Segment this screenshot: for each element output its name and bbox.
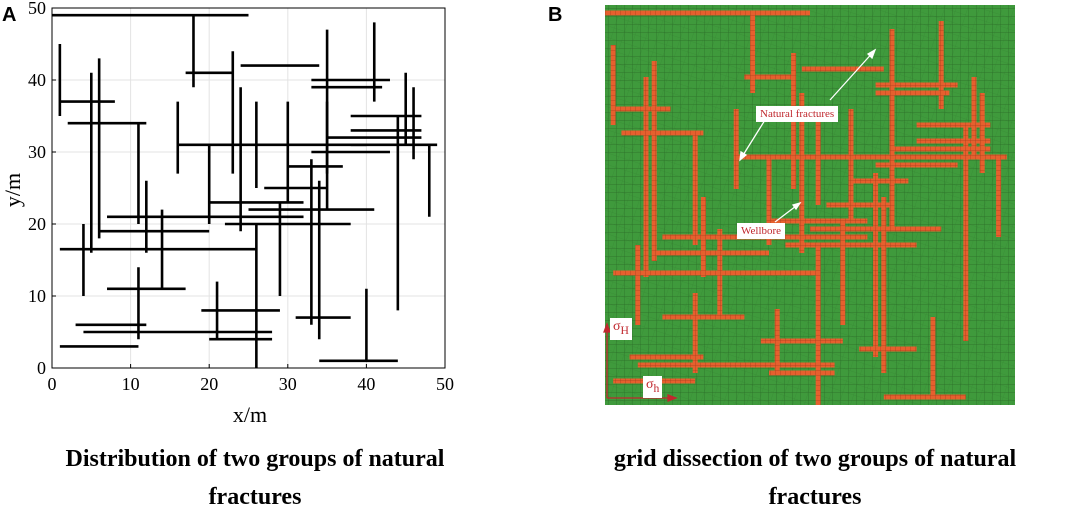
mesh-horizontal-fracture [851,178,909,184]
y-tick-label: 30 [28,142,46,162]
x-tick-label: 50 [436,374,454,394]
panel-a-caption: Distribution of two groups of natural fr… [10,440,500,516]
mesh-horizontal-fracture [744,74,794,80]
mesh-vertical-fracture [651,61,657,261]
mesh-vertical-fracture [971,77,977,157]
fracture-distribution-plot: 0 10 20 30 40 50 0 10 20 30 40 50 x/m y/m [0,0,454,427]
panel-b-letter: B [548,4,563,26]
mesh-vertical-fracture [766,157,772,245]
mesh-horizontal-fracture [892,146,991,152]
arrow-natural-fractures-up [829,49,876,101]
mesh-vertical-fracture [733,109,739,189]
mesh-vertical-fracture [799,93,805,253]
sigma-H-symbol: σ [613,319,621,334]
mesh-vertical-fracture [881,197,887,373]
mesh-vertical-fracture [873,173,879,357]
panel-b-caption-line1: grid dissection of two groups of natural [613,446,1017,472]
mesh-vertical-fracture [774,309,780,373]
mesh-vertical-fracture [815,109,821,205]
mesh-horizontal-fracture [916,122,991,128]
mesh-vertical-fracture [963,125,969,341]
mesh-horizontal-fracture [875,162,958,168]
mesh-vertical-fracture [717,229,723,317]
y-tick-label: 10 [28,286,46,306]
mesh-vertical-fracture [610,45,616,125]
mesh-horizontal-fracture [621,130,704,136]
y-tick-label: 40 [28,70,46,90]
mesh-horizontal-fracture [662,314,745,320]
mesh-horizontal-fracture [736,154,933,160]
y-tick-label: 0 [37,358,46,378]
x-tick-label: 30 [279,374,297,394]
arrowhead-up [866,48,877,60]
mesh-vertical-fracture [996,157,1002,237]
sigma-H-label: σH [610,318,632,340]
mesh-vertical-fracture [692,133,698,245]
natural-fractures-label: Natural fractures [756,106,839,122]
panel-a-caption-line1: Distribution of two groups of natural [65,446,445,472]
mesh-vertical-fracture [815,245,821,405]
mesh-vertical-fracture [848,109,854,221]
mesh-horizontal-fracture [916,138,991,144]
mesh-horizontal-fracture [859,346,917,352]
panel-a-letter: A [2,4,17,26]
y-tick-label: 20 [28,214,46,234]
mesh-vertical-fracture [930,317,936,397]
mesh-horizontal-fracture [769,370,835,376]
mesh-horizontal-fracture [785,242,917,248]
mesh-horizontal-fracture [883,394,966,400]
panel-b-caption: grid dissection of two groups of natural… [575,440,1055,516]
x-axis-label: x/m [233,402,267,427]
mesh-overlay [605,5,1015,405]
mesh-horizontal-fracture [605,10,810,16]
fracture-segments [52,13,438,368]
arrowhead-wellbore [791,201,802,211]
panel-a-caption-line2: fractures [208,484,302,510]
mesh-horizontal-fracture [613,106,671,112]
mesh-horizontal-fracture [629,354,704,360]
mesh-vertical-fracture [750,13,756,93]
mesh-horizontal-fracture [760,338,843,344]
sigma-H-subscript: H [620,323,629,337]
y-axis-label: y/m [0,173,25,207]
mesh-horizontal-fracture [769,218,868,224]
sigma-H-arrowhead [603,322,611,333]
x-tick-label: 40 [357,374,375,394]
axis-ticks: 0 10 20 30 40 50 0 10 20 30 40 50 [28,0,454,394]
mesh-vertical-fracture [635,245,641,325]
plot-frame [51,7,446,369]
plot-grid [51,7,446,369]
x-tick-label: 20 [200,374,218,394]
panel-b-caption-line2: fractures [768,484,862,510]
x-tick-label: 0 [48,374,57,394]
wellbore-label: Wellbore [737,223,786,239]
annotation-arrows [739,48,877,223]
mesh-horizontal-fracture [826,202,892,208]
stress-axes [603,322,678,402]
mesh-vertical-fracture [979,93,985,173]
mesh-horizontal-fracture [613,270,819,276]
mesh-vertical-fracture [643,77,649,277]
mesh-horizontal-fracture [875,82,958,88]
y-tick-label: 50 [28,0,46,18]
sigma-h-symbol: σ [646,377,654,392]
mesh-grid-image [603,5,1015,405]
mesh-vertical-fracture [700,197,706,277]
mesh-vertical-fracture [889,109,895,189]
arrowhead-down [739,150,748,162]
sigma-h-label: σh [643,376,663,398]
mesh-horizontal-fracture [801,66,884,72]
mesh-horizontal-fracture [654,250,769,256]
sigma-h-arrowhead [667,394,678,402]
mesh-horizontal-fracture [875,90,950,96]
mesh-horizontal-fracture [916,154,1007,160]
mesh-horizontal-fracture [637,362,835,368]
mesh-vertical-fracture [692,293,698,373]
mesh-vertical-fracture [938,21,944,109]
mesh-vertical-fracture [840,221,846,325]
sigma-h-subscript: h [653,381,660,395]
x-tick-label: 10 [122,374,140,394]
